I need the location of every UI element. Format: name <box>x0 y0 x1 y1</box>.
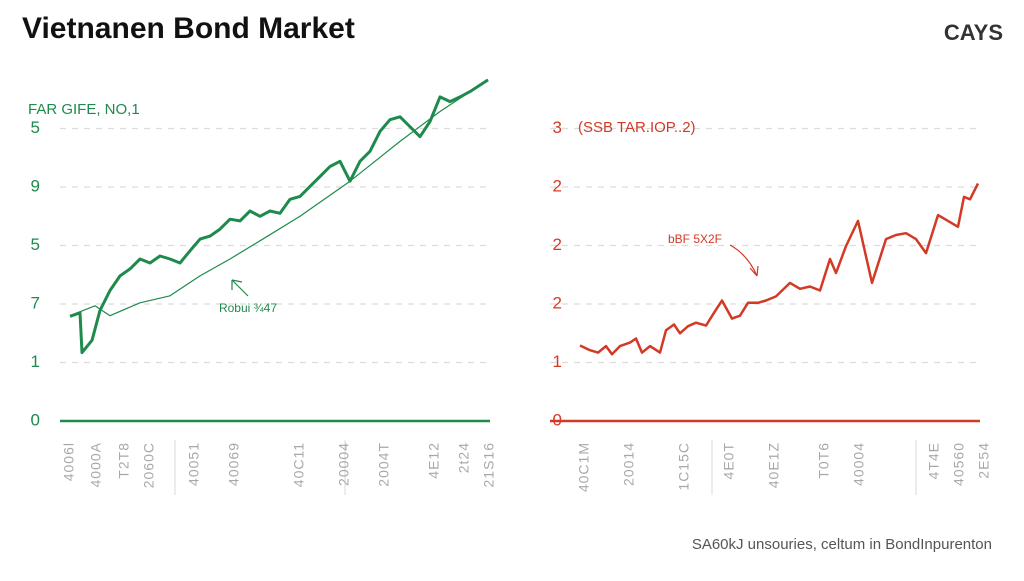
x-tick-label: 40560 <box>951 442 967 486</box>
dividers <box>174 440 917 495</box>
page-title: Vietnanen Bond Market <box>22 12 355 45</box>
y-tick-label: 1 <box>553 352 562 371</box>
series-line <box>69 79 489 317</box>
footer-note: SA60kJ unsouries, celtum in BondInpurent… <box>692 536 992 553</box>
annotation: Robui ¾47 <box>219 301 277 315</box>
x-tick-label: 2060C <box>141 442 157 488</box>
y-tick-label: 2 <box>553 176 562 195</box>
x-tick-label: 40004 <box>851 442 867 486</box>
y-tick-label: 1 <box>31 352 40 371</box>
y-tick-label: 2 <box>553 293 562 312</box>
x-tick-label: 1C15C <box>676 442 692 491</box>
y-tick-label: 7 <box>31 293 40 312</box>
x-tick-label: 2t24 <box>456 442 472 473</box>
x-tick-label: 2E54 <box>976 442 992 479</box>
y-tick-label: 5 <box>31 118 40 137</box>
annotation-arrow <box>729 244 759 277</box>
y-tick-label: 9 <box>31 176 40 195</box>
x-tick-label: 40051 <box>186 442 202 486</box>
x-tick-label: 40C11 <box>291 442 307 487</box>
legend-label: (SSB TAR.IOP..2) <box>578 119 696 136</box>
x-tick-label: 40069 <box>226 442 242 486</box>
x-tick-label: 4T4E <box>926 442 942 479</box>
x-tick-label: 4000A <box>88 442 104 487</box>
x-tick-label: 2004T <box>376 442 392 487</box>
badge: CAYS <box>944 20 1003 45</box>
legend-label: FAR GIFE, NO,1 <box>28 101 140 118</box>
annotation-arrow <box>231 279 249 297</box>
series-line <box>69 78 489 355</box>
y-tick-label: 5 <box>31 235 40 254</box>
y-tick-label: 3 <box>553 118 562 137</box>
x-tick-label: 4E12 <box>426 442 442 479</box>
y-tick-label: 0 <box>31 410 40 429</box>
annotation: bBF 5X2F <box>668 232 722 246</box>
series-line <box>579 182 980 356</box>
x-tick-label: T2T8 <box>116 442 132 479</box>
x-tick-label: 4006l <box>61 442 77 481</box>
x-tick-label: 21S16 <box>481 442 497 487</box>
x-tick-label: 40C1M <box>576 442 592 492</box>
x-tick-label: 20004 <box>336 442 352 486</box>
x-tick-label: 4E0T <box>721 442 737 479</box>
x-tick-label: 20014 <box>621 442 637 486</box>
x-tick-label: 40E1Z <box>766 442 782 488</box>
x-tick-label: T0T6 <box>816 442 832 479</box>
y-tick-label: 2 <box>553 235 562 254</box>
